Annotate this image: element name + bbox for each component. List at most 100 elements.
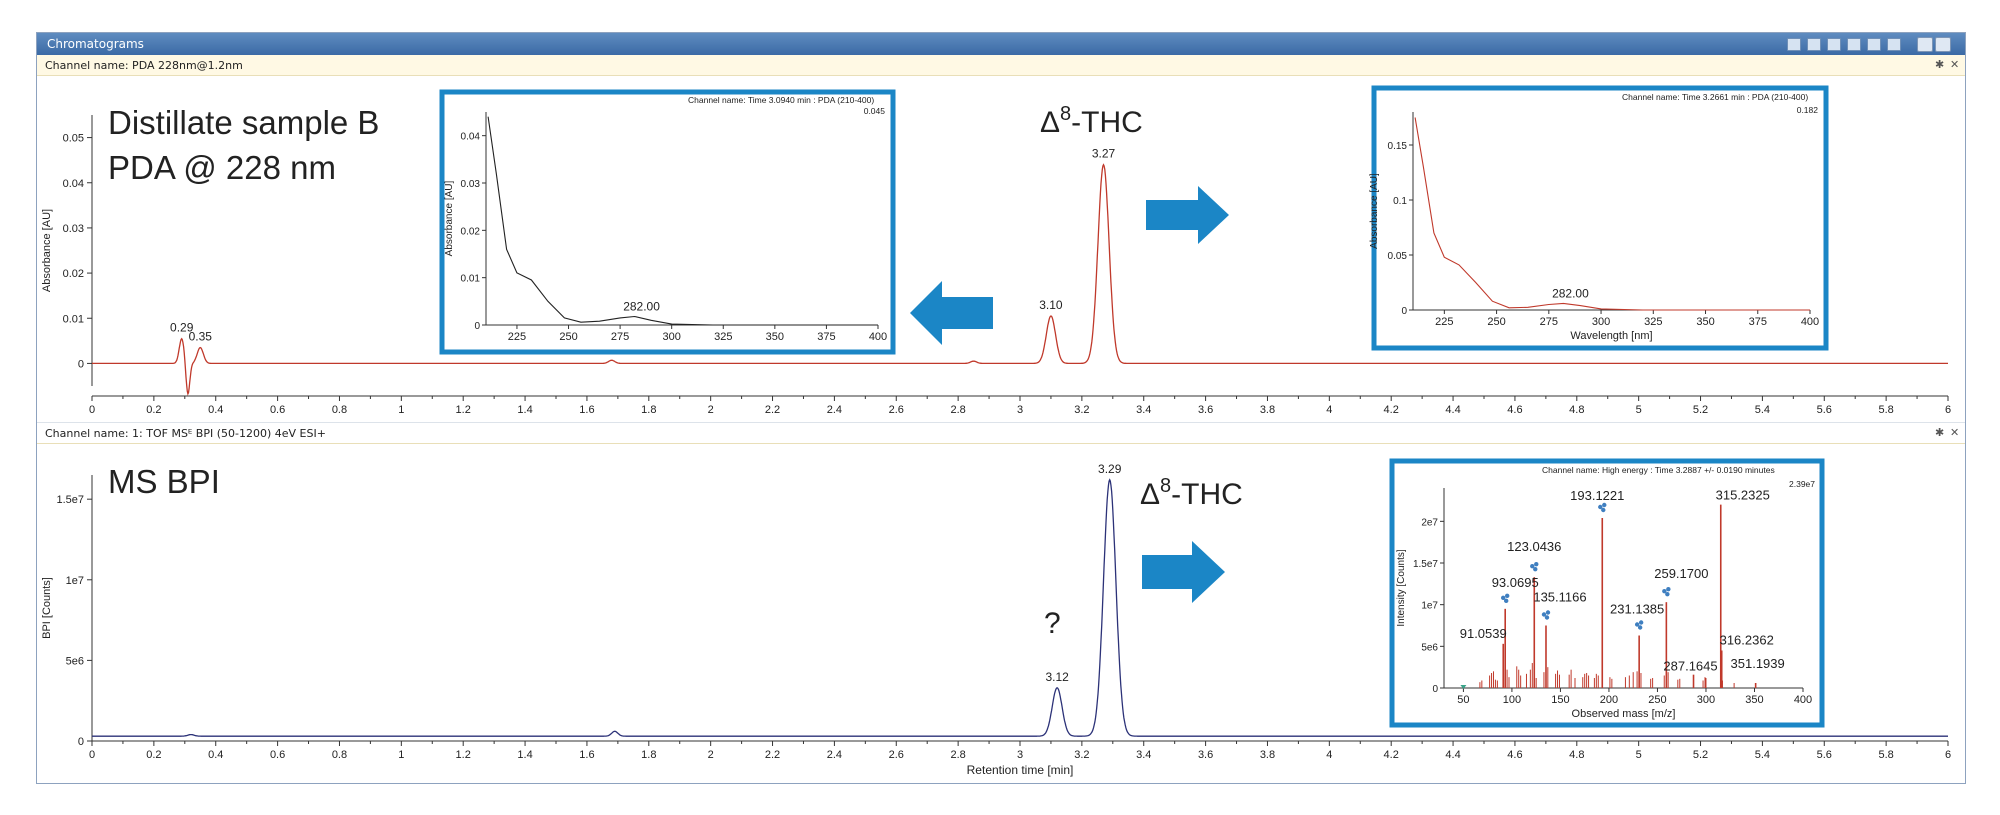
pda-chromatogram-x-tick-label: 2.2 — [765, 404, 780, 416]
ms-bpi-chromatogram-y-axis-label: BPI [Counts] — [41, 577, 53, 639]
ms-bpi-chromatogram-x-axis-label: Retention time [min] — [967, 763, 1074, 777]
ms-spectrum-fragment-icon — [1666, 586, 1671, 592]
ms-spectrum-fragment-icon — [1544, 615, 1550, 620]
uv-spectrum-327-y-tick-label: 0.1 — [1393, 196, 1407, 207]
ms-spectrum-fragment-icon — [1665, 591, 1670, 597]
copy-icon[interactable] — [1807, 38, 1821, 51]
ms-bpi-chromatogram-y-tick-label: 5e6 — [66, 655, 84, 667]
minimize-icon[interactable] — [1917, 37, 1933, 52]
ms-bpi-chromatogram-x-tick-label: 0.6 — [270, 749, 285, 761]
pin-icon[interactable]: ✱ — [1935, 427, 1945, 439]
ms-spectrum-y-axis-label: Intensity [Counts] — [1396, 549, 1407, 626]
chart-icon[interactable] — [1787, 38, 1801, 51]
pda-chromatogram-y-tick-label: 0 — [78, 358, 84, 370]
ms-spectrum-peak-label: 316.2362 — [1720, 633, 1774, 648]
pda-chromatogram-x-tick-label: 2.6 — [889, 404, 904, 416]
question-mark: ? — [1044, 607, 1061, 640]
uv-spectrum-327-trace — [1414, 117, 1810, 311]
ms-bpi-chromatogram-x-tick-label: 4.2 — [1384, 749, 1399, 761]
panel1-label-line1: Distillate sample B — [108, 104, 379, 141]
dropdown-icon[interactable] — [1867, 38, 1881, 51]
table-icon[interactable] — [1827, 38, 1841, 51]
ms-spectrum-peak-label: 93.0695 — [1492, 575, 1539, 590]
ms-spectrum-x-axis-label: Observed mass [m/z] — [1572, 708, 1676, 720]
ms-bpi-chromatogram-x-tick-label: 3.8 — [1260, 749, 1275, 761]
uv-spectrum-327-x-axis-label: Wavelength [nm] — [1570, 330, 1652, 342]
pda-chromatogram-x-tick-label: 5.2 — [1693, 404, 1708, 416]
pda-chromatogram-x-tick-label: 1 — [398, 404, 404, 416]
ms-bpi-chromatogram-x-tick-label: 2.2 — [765, 749, 780, 761]
pda-chromatogram-x-tick-label: 0.4 — [208, 404, 223, 416]
pda-chromatogram-x-tick-label: 5 — [1636, 404, 1642, 416]
uv-spectrum-327-x-tick-label: 300 — [1592, 316, 1610, 328]
window-titlebar: Chromatograms — [37, 33, 1965, 55]
ms-spectrum-fragment-icon — [1602, 502, 1607, 508]
ms-spectrum-y-tick-label: 0 — [1432, 684, 1438, 695]
pda-chromatogram-x-tick-label: 1.2 — [456, 404, 471, 416]
pda-chromatogram-x-tick-label: 1.6 — [579, 404, 594, 416]
arrow-left-pda — [910, 281, 993, 345]
window-title: Chromatograms — [47, 37, 144, 51]
ms-spectrum-fragment-icon — [1533, 566, 1538, 572]
arrow-right-ms — [1142, 541, 1225, 603]
pda-chromatogram-x-tick-label: 5.8 — [1878, 404, 1893, 416]
pda-chromatogram-peak-label: 0.35 — [189, 330, 213, 344]
uv-spectrum-310-x-tick-label: 400 — [869, 331, 887, 343]
close-icon[interactable]: ✕ — [1950, 427, 1960, 439]
uv-spectrum-327-y-tick-label: 0 — [1401, 306, 1407, 317]
ms-bpi-chromatogram-y-tick-label: 0 — [78, 736, 84, 748]
pda-chromatogram-x-tick-label: 6 — [1945, 404, 1951, 416]
pda-chromatogram-x-tick-label: 3.6 — [1198, 404, 1213, 416]
uv-spectrum-310-x-tick-label: 300 — [663, 331, 681, 343]
uv-spectrum-310-max-label: 0.045 — [864, 106, 886, 116]
uv-spectrum-310-header: Channel name: Time 3.0940 min : PDA (210… — [688, 95, 874, 105]
pda-chromatogram-x-tick-label: 5.4 — [1755, 404, 1770, 416]
close-icon[interactable]: ✕ — [1950, 59, 1960, 71]
uv-spectrum-327-y-tick-label: 0.15 — [1388, 141, 1408, 152]
uv-spectrum-327-annotation: 282.00 — [1552, 286, 1589, 300]
uv-spectrum-327-x-tick-label: 250 — [1487, 316, 1505, 328]
uv-spectrum-310-trace — [487, 116, 878, 326]
ms-spectrum-precursor-marker — [1460, 685, 1467, 689]
pda-chromatogram-y-tick-label: 0.02 — [63, 268, 84, 280]
inset-ms-border — [1389, 458, 1825, 728]
arrow-right-pda — [1146, 186, 1229, 244]
ms-spectrum-peak-label: 231.1385 — [1610, 602, 1664, 617]
pda-chromatogram-x-tick-label: 3.8 — [1260, 404, 1275, 416]
uv-spectrum-310-x-tick-label: 325 — [714, 331, 732, 343]
pin-icon[interactable]: ✱ — [1935, 59, 1945, 71]
ms-spectrum-fragment-icon — [1637, 625, 1643, 630]
ms-bpi-chromatogram-x-tick-label: 4.6 — [1507, 749, 1522, 761]
inset-uv-327-border — [1371, 85, 1829, 351]
uv-spectrum-310-y-tick-label: 0.02 — [461, 226, 481, 237]
uv-spectrum-327-header: Channel name: Time 3.2661 min : PDA (210… — [1622, 92, 1808, 102]
ms-spectrum-x-tick-label: 350 — [1745, 694, 1763, 706]
ms-spectrum-max-label: 2.39e7 — [1789, 479, 1815, 489]
channel-name-pda: Channel name: PDA 228nm@1.2nm — [45, 59, 243, 72]
ms-bpi-chromatogram-x-tick-label: 4 — [1326, 749, 1332, 761]
print-icon[interactable] — [1847, 38, 1861, 51]
pda-chromatogram-peak-label: 0.29 — [170, 321, 194, 335]
ms-bpi-chromatogram-x-tick-label: 2.8 — [950, 749, 965, 761]
move-icon[interactable] — [1887, 38, 1901, 51]
ms-spectrum-x-tick-label: 250 — [1648, 694, 1666, 706]
ms-bpi-chromatogram-x-tick-label: 5 — [1636, 749, 1642, 761]
pda-chromatogram-trace — [92, 163, 1948, 396]
ms-bpi-chromatogram-y-tick-label: 1.5e7 — [56, 494, 84, 506]
ms-spectrum-peak-label: 123.0436 — [1507, 539, 1561, 554]
ms-bpi-chromatogram-x-tick-label: 6 — [1945, 749, 1951, 761]
restore-icon[interactable] — [1935, 37, 1951, 52]
uv-spectrum-310-y-tick-label: 0 — [474, 321, 480, 332]
ms-bpi-chromatogram-x-tick-label: 5.8 — [1878, 749, 1893, 761]
ms-spectrum-peak-label: 259.1700 — [1654, 566, 1708, 581]
ms-spectrum-x-tick-label: 200 — [1600, 694, 1618, 706]
ms-spectrum-y-tick-label: 1.5e7 — [1413, 559, 1438, 570]
ms-spectrum-fragment-icon — [1534, 561, 1539, 567]
ms-bpi-chromatogram-x-tick-label: 1.6 — [579, 749, 594, 761]
ms-spectrum-x-tick-label: 100 — [1503, 694, 1521, 706]
ms-spectrum-fragment-icon — [1500, 595, 1506, 601]
ms-spectrum-fragment-icon — [1541, 612, 1547, 617]
pda-chromatogram-x-tick-label: 3.4 — [1136, 404, 1151, 416]
uv-spectrum-310-y-axis-label: Absorbance [AU] — [444, 180, 455, 256]
